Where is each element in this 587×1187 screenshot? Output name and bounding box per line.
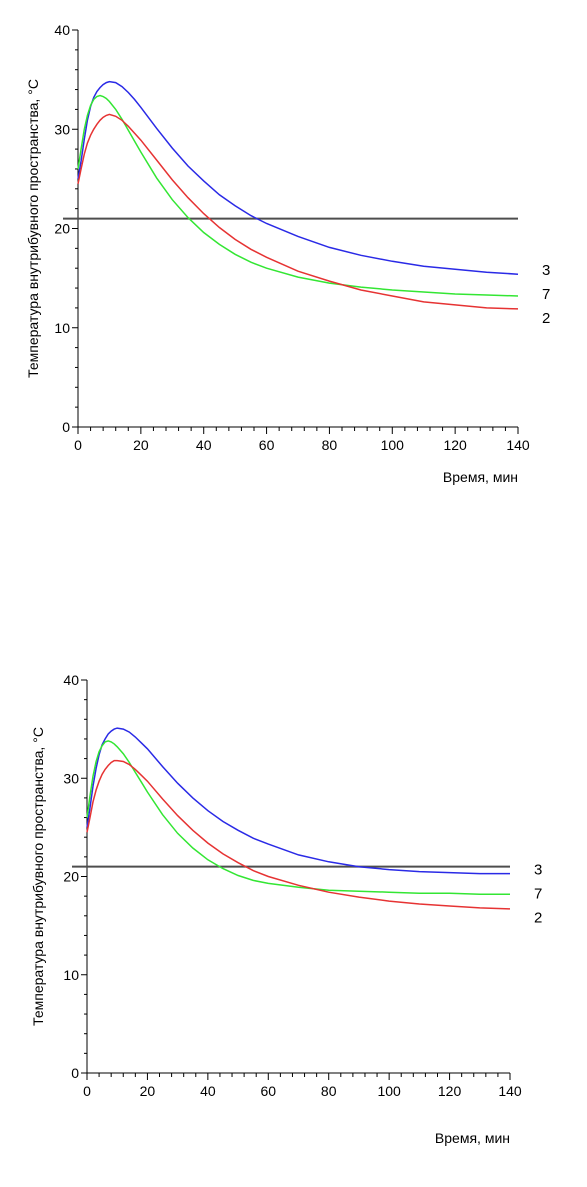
series-line-3	[77, 80, 519, 275]
y-tick-label: 30	[54, 121, 70, 137]
y-tick-label: 10	[63, 967, 79, 983]
x-tick-label: 40	[200, 1083, 216, 1099]
x-axis-title: Время, мин	[435, 1130, 510, 1146]
x-tick-label: 0	[83, 1083, 91, 1099]
y-axis-title: Температура внутрибувного пространства, …	[25, 79, 41, 378]
y-tick-label: 10	[54, 320, 70, 336]
x-tick-label: 140	[506, 437, 530, 453]
x-tick-label: 100	[377, 1083, 401, 1099]
y-tick-label: 0	[62, 419, 70, 435]
x-tick-label: 60	[260, 1083, 276, 1099]
series-line-2	[77, 113, 519, 310]
y-tick-label: 40	[54, 22, 70, 38]
x-axis-title: Время, мин	[443, 469, 518, 485]
y-tick-label: 40	[63, 672, 79, 688]
series-end-label: 2	[542, 310, 550, 327]
x-tick-label: 80	[322, 437, 338, 453]
x-tick-label: 40	[196, 437, 212, 453]
x-tick-label: 0	[74, 437, 82, 453]
series-end-label: 3	[534, 862, 542, 879]
y-axis-title: Температура внутрибувного пространства, …	[30, 727, 46, 1026]
chart-panel-1: 0 10 20 30 40 0 20 40 60 80 100 120 140 Время, мин Тем…	[25, 22, 550, 485]
series-end-label: 2	[534, 910, 542, 927]
series-line-2	[86, 759, 511, 910]
y-tick-label: 20	[63, 869, 79, 885]
x-tick-label: 100	[381, 437, 405, 453]
series-line-7	[77, 94, 519, 297]
x-tick-label: 140	[498, 1083, 522, 1099]
x-tick-label: 60	[259, 437, 275, 453]
series-end-label: 7	[534, 886, 542, 903]
series-line-7	[86, 740, 510, 895]
y-tick-label: 0	[71, 1065, 79, 1081]
x-tick-label: 20	[133, 437, 149, 453]
x-tick-label: 20	[140, 1083, 156, 1099]
x-tick-label: 120	[443, 437, 467, 453]
series-line-3	[86, 727, 510, 875]
y-tick-label: 30	[63, 770, 79, 786]
chart-panel-2: 0 10 20 30 40 0 20 40 60 80 100 120 140 Время, мин Тем…	[30, 672, 542, 1146]
series-end-label: 7	[542, 286, 550, 303]
x-tick-label: 120	[438, 1083, 462, 1099]
x-tick-label: 80	[321, 1083, 337, 1099]
series-end-label: 3	[542, 262, 550, 279]
y-tick-label: 20	[54, 221, 70, 237]
